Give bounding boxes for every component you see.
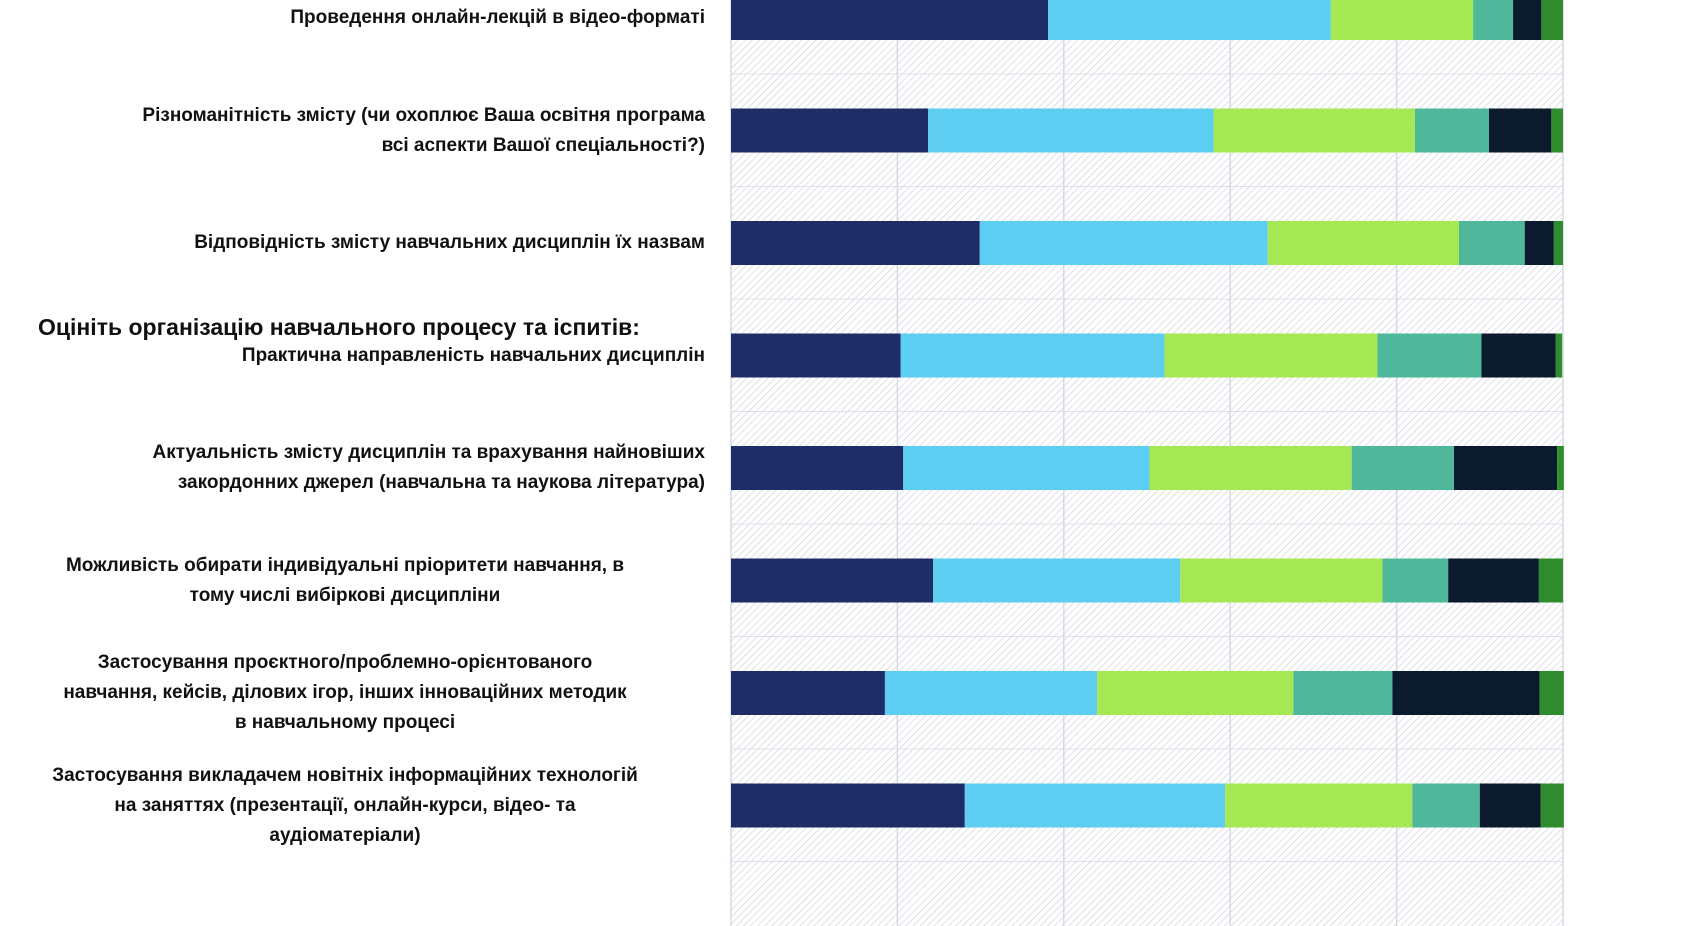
bar-segment [731, 446, 904, 490]
bar-segment [1488, 108, 1552, 153]
bar-segment [1392, 671, 1540, 715]
bar-segment [1454, 446, 1558, 490]
bar-segment [1541, 0, 1563, 40]
bar-segment [900, 333, 1165, 378]
category-label: Актуальність змісту дисциплін та врахува… [152, 442, 705, 493]
bar-segment [1481, 333, 1556, 378]
bar-segment [731, 671, 885, 715]
bar-segment [1414, 108, 1489, 153]
bar-segment [1551, 108, 1563, 153]
bar-segment [1097, 671, 1294, 715]
bar-segment [1448, 558, 1539, 603]
category-label: Можливість обирати індивідуальні пріорит… [65, 554, 625, 606]
bar-segment [964, 783, 1226, 828]
category-label: Застосування проєктного/проблемно-орієнт… [63, 652, 627, 733]
bar-segment [1225, 783, 1413, 828]
bar-segment [928, 108, 1214, 153]
bar-segment [933, 558, 1181, 603]
bar-segment [1459, 221, 1525, 265]
bar-segment [1539, 671, 1564, 715]
bar-segment [731, 783, 965, 828]
bar-segment [884, 671, 1098, 715]
category-label: Застосування викладачем новітніх інформа… [52, 764, 638, 846]
bar-segment [1412, 783, 1480, 828]
bar-segment [1538, 558, 1563, 603]
category-label: Відповідність змісту навчальних дисциплі… [194, 232, 705, 253]
bar-segment [1557, 446, 1564, 490]
heading: Оцініть організацію навчального процесу … [38, 314, 640, 340]
bar-segment [1351, 446, 1455, 490]
bar-segment [731, 558, 934, 603]
bar-segment [1479, 783, 1541, 828]
bar-segment [1382, 558, 1449, 603]
bar-segment [731, 333, 901, 378]
bar-segment [1377, 333, 1482, 378]
bar-segment [1513, 0, 1542, 40]
bar-segment [1540, 783, 1564, 828]
bar-segment [1553, 221, 1563, 265]
bar-segment [1330, 0, 1474, 40]
bar-segment [1213, 108, 1415, 153]
bar-segment [1047, 0, 1331, 40]
bar-segment [903, 446, 1150, 490]
bar-segment [731, 0, 1048, 40]
bar-segment [1164, 333, 1378, 378]
bar-segment [1473, 0, 1514, 40]
bar-segment [1267, 221, 1459, 265]
bar-segment [1524, 221, 1554, 265]
bar-segment [1555, 333, 1563, 378]
bar-segment [1180, 558, 1383, 603]
bar-segment [731, 108, 929, 153]
bar-segment [1149, 446, 1352, 490]
bar-segment [1293, 671, 1393, 715]
bar-segment [731, 221, 980, 265]
bar-segment [979, 221, 1268, 265]
category-label: Різноманітність змісту (чи охоплює Ваша … [142, 104, 705, 156]
category-label: Практична направленість навчальних дисци… [241, 344, 705, 366]
category-label: Проведення онлайн-лекцій в відео-форматі [290, 7, 705, 28]
